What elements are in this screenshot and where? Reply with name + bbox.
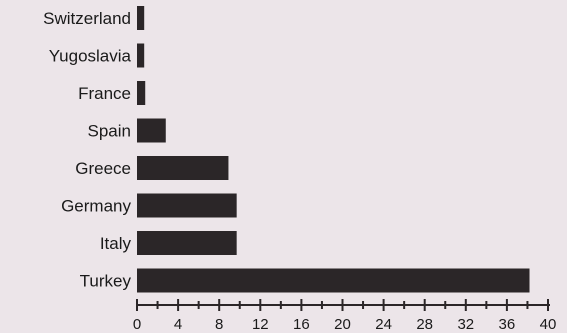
- x-tick-labels-group: 0 4 8 12 16 20 24 28 32 36 40: [133, 316, 557, 333]
- x-tick-label-40: 40: [540, 316, 557, 333]
- x-tick-label-12: 12: [252, 316, 269, 333]
- x-tick-label-36: 36: [499, 316, 516, 333]
- category-label-turkey: Turkey: [80, 272, 132, 291]
- x-tick-label-4: 4: [174, 316, 182, 333]
- category-label-greece: Greece: [75, 159, 131, 178]
- bar-turkey: [137, 268, 530, 293]
- x-tick-label-24: 24: [375, 316, 392, 333]
- x-tick-label-28: 28: [416, 316, 433, 333]
- x-ticks-group: [136, 299, 549, 311]
- bar-yugoslavia: [137, 43, 145, 68]
- x-tick-label-32: 32: [457, 316, 474, 333]
- category-label-france: France: [78, 84, 131, 103]
- bar-italy: [137, 231, 237, 255]
- x-tick-label-0: 0: [133, 316, 141, 333]
- bar-germany: [137, 193, 237, 218]
- x-tick-label-16: 16: [293, 316, 310, 333]
- bar-spain: [137, 118, 166, 143]
- bars-group: [137, 6, 530, 293]
- category-label-italy: Italy: [100, 234, 132, 253]
- bar-greece: [137, 156, 229, 180]
- category-label-yugoslavia: Yugoslavia: [49, 47, 132, 66]
- bar-france: [137, 81, 146, 105]
- x-tick-label-20: 20: [334, 316, 351, 333]
- category-label-spain: Spain: [88, 122, 131, 141]
- x-tick-label-8: 8: [215, 316, 223, 333]
- bar-switzerland: [137, 6, 145, 30]
- category-label-germany: Germany: [61, 197, 131, 216]
- category-label-switzerland: Switzerland: [43, 9, 131, 28]
- category-labels-group: Switzerland Yugoslavia France Spain Greece Ge…: [43, 9, 131, 291]
